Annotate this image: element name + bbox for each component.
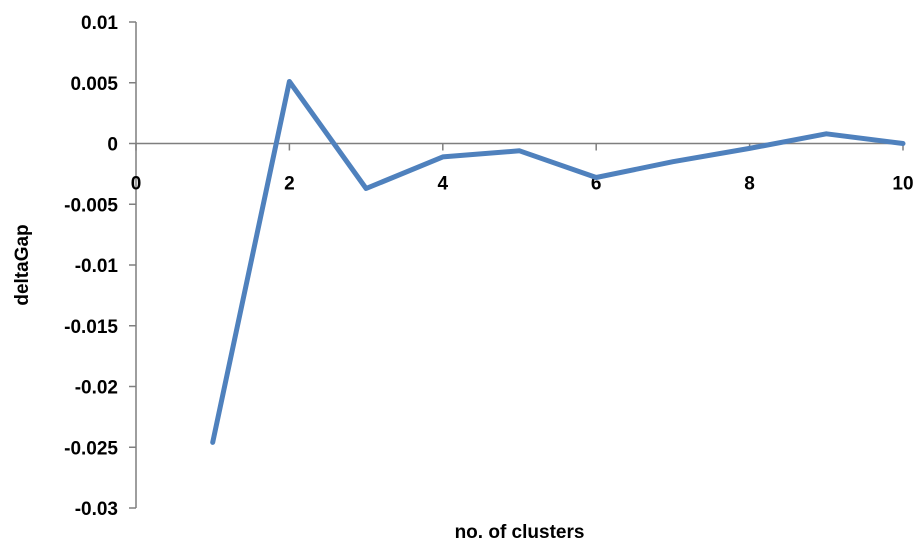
x-tick-label: 6	[591, 174, 602, 195]
y-tick-label: -0.03	[75, 499, 118, 520]
x-axis-title: no. of clusters	[455, 522, 585, 542]
y-axis-title: deltaGap	[12, 224, 33, 305]
y-tick-label: 0.01	[81, 13, 118, 34]
y-tick-label: -0.005	[64, 195, 118, 216]
y-tick-label: 0.005	[70, 74, 118, 95]
series-group	[210, 79, 906, 445]
y-ticks: 0.01 0.005 0 -0.005 -0.01 -0.015 -0.02 -0.025 -0…	[64, 13, 136, 520]
x-tick-label: 10	[892, 174, 913, 195]
y-tick-label: -0.015	[64, 317, 118, 338]
x-tick-label: 8	[744, 174, 755, 195]
x-tick-label: 0	[131, 174, 142, 195]
x-tick-label: 2	[284, 174, 295, 195]
series-line	[210, 79, 906, 445]
y-tick-label: -0.025	[64, 438, 118, 459]
y-tick-label: -0.02	[75, 378, 118, 399]
y-tick-label: 0	[107, 135, 118, 156]
x-ticks: 0 2 4 6 8 10	[131, 143, 914, 195]
x-tick-label: 4	[438, 174, 449, 195]
y-tick-label: -0.01	[75, 256, 119, 277]
